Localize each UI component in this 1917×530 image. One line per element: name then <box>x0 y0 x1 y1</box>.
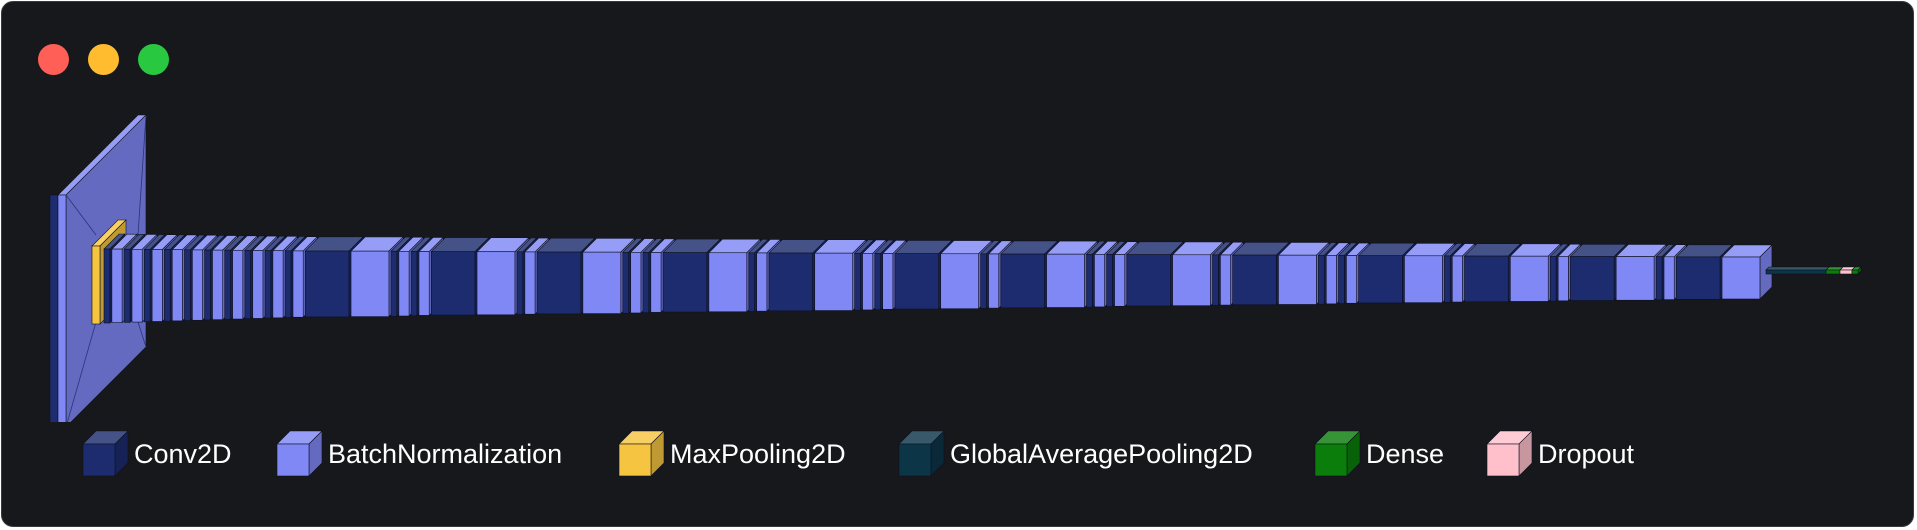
maxpooling2d-swatch-icon <box>618 430 665 477</box>
zoom-button[interactable] <box>138 44 169 75</box>
layer-batchnormalization <box>1721 244 1773 300</box>
swatch-cube <box>1314 430 1361 477</box>
swatch-cube <box>618 430 665 477</box>
conv2d-swatch-icon <box>82 430 129 477</box>
slab-guides <box>65 114 147 422</box>
layer-conv2d <box>49 194 59 422</box>
layer-globalaveragepooling2d <box>1765 266 1830 275</box>
swatch-cube <box>898 430 945 477</box>
batchnormalization-swatch-icon <box>276 430 323 477</box>
window-controls <box>38 44 169 75</box>
legend-label: MaxPooling2D <box>670 439 846 469</box>
legend-label: Conv2D <box>134 439 232 469</box>
dropout-swatch-icon <box>1486 430 1533 477</box>
legend-label: BatchNormalization <box>328 439 563 469</box>
legend-label: Dropout <box>1538 439 1635 469</box>
swatch-cube <box>82 430 129 477</box>
layer-dense <box>1851 266 1862 275</box>
dense-swatch-icon <box>1314 430 1361 477</box>
network-architecture-diagram <box>49 114 1862 422</box>
legend-label: Dense <box>1366 439 1445 469</box>
globalaveragepooling2d-swatch-icon <box>898 430 945 477</box>
swatch-cube <box>1486 430 1533 477</box>
close-button[interactable] <box>38 44 69 75</box>
layer-conv2d <box>1569 243 1628 302</box>
layer-conv2d <box>430 236 490 316</box>
minimize-button[interactable] <box>88 44 119 75</box>
legend-label: GlobalAveragePooling2D <box>950 439 1253 469</box>
swatch-cube <box>276 430 323 477</box>
